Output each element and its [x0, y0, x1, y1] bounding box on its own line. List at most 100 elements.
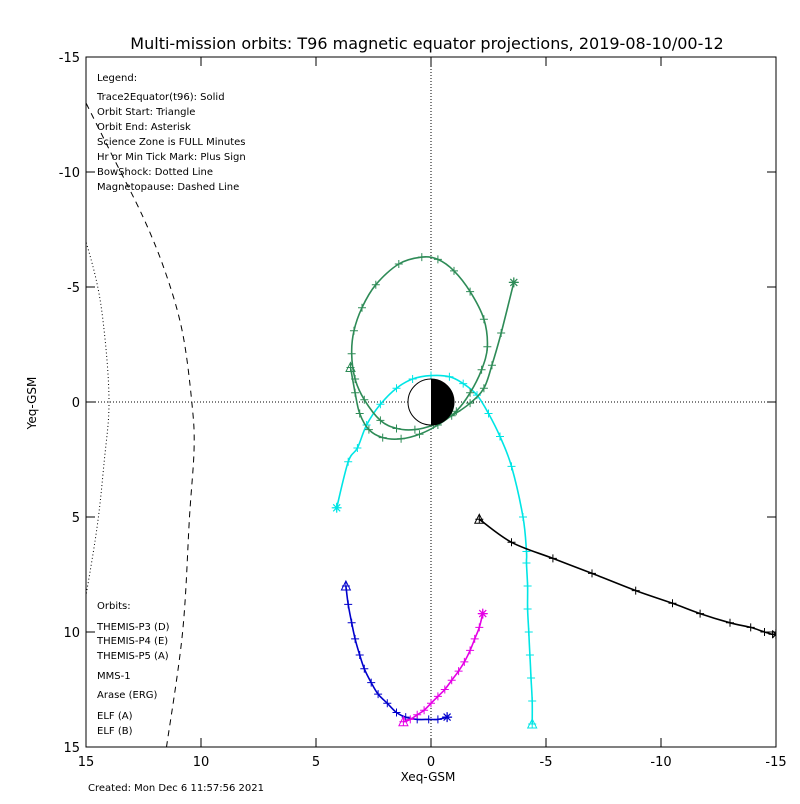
tick-point [588, 569, 596, 578]
orbit-legend-entry: THEMIS-P3 (D) [96, 622, 170, 633]
tick-point [397, 434, 406, 443]
tick-point [523, 605, 532, 613]
tick-point [351, 634, 360, 643]
tick-point [668, 599, 677, 608]
x-tick-label: -15 [765, 755, 786, 770]
tick-point [523, 582, 532, 590]
tick-point [355, 409, 364, 418]
tick-point [433, 692, 442, 701]
orbit-end-asterisk [477, 608, 488, 619]
y-tick-label: 15 [63, 741, 80, 756]
tick-point [376, 416, 385, 425]
tick-point [525, 651, 534, 659]
tick-point [496, 432, 504, 441]
tick-point [392, 708, 401, 717]
tick-point [406, 715, 415, 724]
x-tick-label: -10 [650, 755, 671, 770]
tick-point [417, 253, 426, 262]
orbit-legend-entry: ELF (B) [97, 726, 133, 737]
tick-point [374, 690, 383, 699]
tick-point [433, 715, 442, 724]
orbit-end-asterisk [331, 502, 342, 513]
legend-line: Trace2Equator(t96): Solid [96, 92, 225, 103]
created-timestamp: Created: Mon Dec 6 11:57:56 2021 [88, 783, 264, 794]
legend-line: Science Zone is FULL Minutes [97, 137, 246, 148]
x-tick-label: -5 [540, 755, 553, 770]
tick-point [347, 618, 356, 627]
legend-line: Orbit Start: Triangle [97, 107, 195, 118]
tick-point [746, 623, 755, 632]
tick-point [507, 538, 516, 547]
magnetopause-curve [86, 101, 195, 747]
orbit-legend-entry: MMS-1 [97, 671, 131, 682]
tick-point [410, 425, 419, 434]
tick-point [487, 361, 496, 370]
x-tick-label: 0 [427, 755, 435, 770]
tick-point [353, 444, 362, 452]
tick-point [433, 255, 442, 264]
orbit-legend-entry: Arase (ERG) [97, 690, 158, 701]
bowshock-curve [86, 240, 110, 598]
legend-heading: Legend: [97, 73, 137, 84]
orbit-legend: Orbits: THEMIS-P3 (D) THEMIS-P4 (E) THEM… [96, 601, 170, 737]
legend-line: Orbit End: Asterisk [97, 122, 191, 133]
orbit-legend-entry: THEMIS-P4 (E) [96, 636, 168, 647]
tick-point [522, 559, 531, 567]
tick-point [726, 618, 734, 627]
orbit-start-triangle [345, 361, 356, 372]
orbit-end-asterisk [771, 629, 776, 640]
tick-point [466, 388, 475, 397]
tick-point [371, 280, 380, 289]
tick-point [440, 685, 449, 694]
orbit-start-triangle [340, 579, 352, 591]
x-axis-label: Xeq-GSM [401, 770, 456, 784]
tick-point [367, 678, 376, 687]
tick-point [447, 676, 456, 685]
tick-point [378, 433, 387, 442]
tick-point [479, 315, 488, 324]
orbit-end-asterisk [442, 712, 453, 723]
tick-point [459, 379, 468, 388]
tick-point [364, 425, 373, 434]
series-line-themis-p4-e [345, 585, 448, 721]
legend-box: Legend: Trace2Equator(t96): Solid Orbit … [96, 73, 246, 193]
tick-point [466, 287, 475, 296]
orbit-legend-entry: ELF (A) [97, 711, 133, 722]
tick-point [507, 462, 516, 471]
series-line-mms-1 [478, 518, 776, 636]
tick-point [413, 710, 422, 719]
orbit-start-triangle [526, 717, 538, 729]
y-tick-label: 5 [72, 511, 80, 526]
tick-point [527, 674, 536, 682]
legend-line: Magnetopause: Dashed Line [97, 182, 239, 193]
y-tick-label: -15 [59, 51, 80, 66]
legend-line: Hr or Min Tick Mark: Plus Sign [97, 152, 246, 163]
tick-point [358, 303, 366, 312]
tick-point [392, 384, 401, 393]
tick-point [466, 399, 475, 408]
y-tick-label: -5 [67, 281, 80, 296]
x-tick-label: 15 [78, 755, 95, 770]
tick-point [466, 646, 475, 655]
tick-point [392, 424, 401, 433]
tick-point [483, 342, 492, 351]
tick-point [760, 628, 769, 636]
orbit-series [331, 253, 776, 729]
tick-point [349, 326, 358, 335]
orbit-start-triangle [398, 715, 409, 727]
tick-point [696, 609, 705, 618]
x-axis-ticks: 15 10 5 0 -5 -10 -15 [78, 57, 787, 770]
y-tick-label: -10 [59, 166, 80, 181]
tick-point [548, 554, 557, 563]
tick-point [415, 430, 424, 439]
tick-point [484, 409, 493, 418]
tick-point [408, 375, 417, 383]
orbit-end-asterisk [508, 277, 519, 288]
orbit-legend-entry: THEMIS-P5 (A) [96, 651, 169, 662]
tick-point [427, 699, 435, 708]
series-line-themis-p5-a [403, 613, 484, 723]
tick-point [479, 384, 488, 393]
tick-point [497, 329, 506, 337]
tick-point [427, 371, 435, 380]
